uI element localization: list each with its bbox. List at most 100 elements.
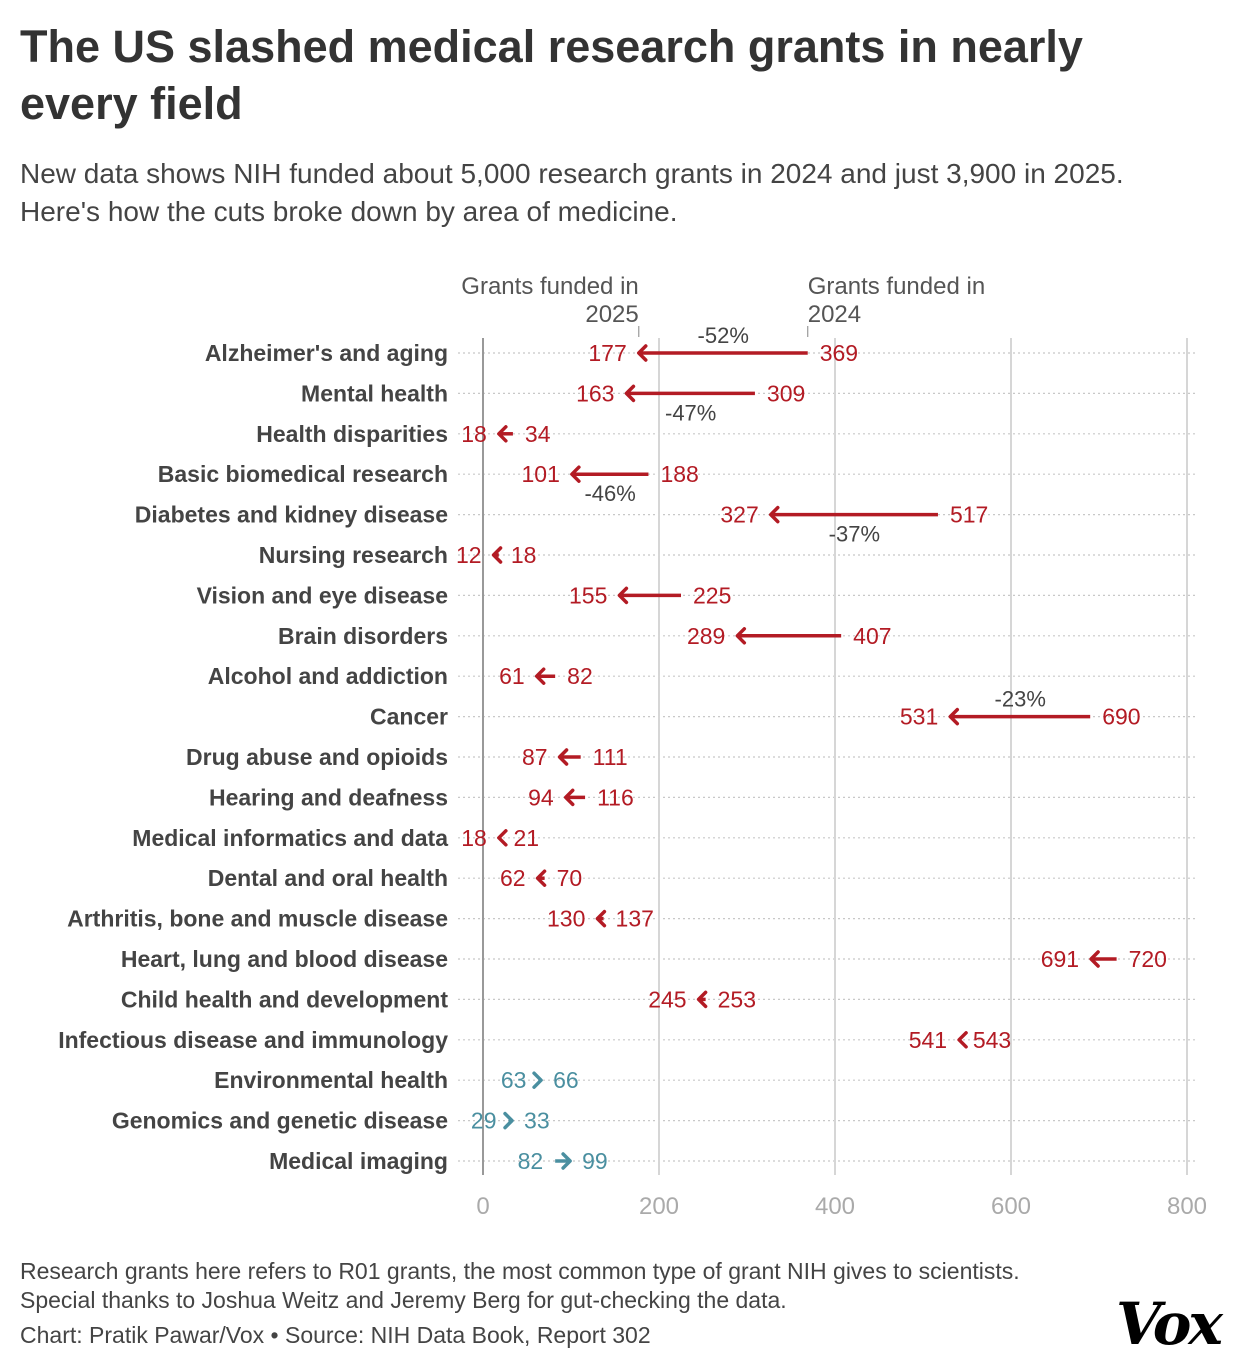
value-2025: 163 <box>576 380 614 406</box>
arrowhead-icon <box>735 627 747 645</box>
row-label: Alcohol and addiction <box>208 663 448 689</box>
value-2025: 33 <box>524 1108 550 1134</box>
value-2025: 94 <box>528 784 554 810</box>
row-label: Alzheimer's and aging <box>205 340 448 366</box>
row-label: Medical informatics and data <box>132 825 448 851</box>
arrowhead-icon <box>957 1031 968 1049</box>
chart-subtitle: New data shows NIH funded about 5,000 re… <box>20 158 1124 227</box>
annotation-2025-line1: Grants funded in <box>461 273 638 300</box>
arrowhead-icon <box>617 586 629 605</box>
chart-note: Research grants here refers to R01 grant… <box>20 1258 1020 1313</box>
value-2024: 517 <box>950 502 988 528</box>
arrowhead-icon <box>570 465 581 483</box>
arrowhead-icon <box>497 829 508 847</box>
value-2024: 70 <box>557 865 583 891</box>
x-tick-label: 800 <box>1167 1193 1207 1220</box>
annotation-2024-line2: 2024 <box>808 301 861 328</box>
value-2025: 101 <box>522 461 560 487</box>
row-label: Drug abuse and opioids <box>186 744 448 770</box>
row-label: Heart, lung and blood disease <box>121 946 448 972</box>
percent-change-label: -37% <box>829 522 880 547</box>
row-label: Hearing and deafness <box>209 784 448 810</box>
value-2025: 245 <box>648 986 686 1012</box>
percent-change-label: -46% <box>584 481 635 506</box>
value-2025: 155 <box>569 582 607 608</box>
value-2024: 63 <box>501 1067 527 1093</box>
value-2024: 116 <box>597 784 634 810</box>
value-2025: 87 <box>522 744 548 770</box>
value-2025: 18 <box>461 421 487 447</box>
value-2024: 34 <box>525 421 551 447</box>
value-2025: 62 <box>500 865 526 891</box>
arrowhead-icon <box>624 384 636 403</box>
x-tick-label: 400 <box>815 1193 855 1220</box>
value-2024: 137 <box>616 906 654 932</box>
value-2025: 289 <box>687 623 725 649</box>
value-2024: 543 <box>973 1027 1011 1053</box>
value-2024: 407 <box>853 623 891 649</box>
row-label: Health disparities <box>256 421 448 447</box>
value-2025: 99 <box>582 1148 608 1174</box>
value-2025: 66 <box>553 1067 579 1093</box>
vox-logo: Vox <box>1116 1290 1223 1358</box>
arrowhead-icon <box>497 425 508 443</box>
arrowhead-icon <box>595 909 607 928</box>
arrowhead-icon <box>561 1152 572 1170</box>
arrowhead-icon <box>491 546 503 564</box>
arrowhead-icon <box>696 990 708 1009</box>
row-label: Vision and eye disease <box>197 582 448 608</box>
value-2025: 177 <box>588 340 626 366</box>
value-2025: 18 <box>461 825 487 851</box>
arrowhead-icon <box>532 1071 543 1089</box>
row-label: Nursing research <box>259 542 448 568</box>
percent-change-label: -23% <box>995 687 1046 712</box>
value-2025: 531 <box>900 704 938 730</box>
arrowhead-icon <box>557 748 569 766</box>
value-2024: 21 <box>513 825 539 851</box>
arrowhead-icon <box>948 707 960 726</box>
value-2024: 369 <box>820 340 858 366</box>
value-2025: 130 <box>547 906 585 932</box>
annotation-2025-line2: 2025 <box>585 301 638 328</box>
value-2024: 111 <box>593 744 628 770</box>
arrowhead-icon <box>769 505 780 524</box>
percent-change-label: -47% <box>665 400 716 425</box>
value-2025: 12 <box>456 542 482 568</box>
arrowhead-icon <box>637 344 648 362</box>
percent-change-label: -52% <box>698 323 749 348</box>
value-2024: 188 <box>660 461 698 487</box>
arrowhead-icon <box>535 869 547 887</box>
x-tick-label: 200 <box>639 1193 679 1220</box>
row-label: Mental health <box>301 380 448 406</box>
arrowhead-icon <box>534 667 546 685</box>
value-2025: 691 <box>1041 946 1079 972</box>
value-2024: 225 <box>693 582 731 608</box>
value-2024: 82 <box>567 663 593 689</box>
value-2024: 18 <box>511 542 537 568</box>
value-2024: 82 <box>518 1148 544 1174</box>
row-label: Medical imaging <box>269 1148 448 1174</box>
row-label: Brain disorders <box>278 623 448 649</box>
arrowhead-icon <box>1089 950 1100 968</box>
x-tick-label: 600 <box>991 1193 1031 1220</box>
row-label: Child health and development <box>121 986 448 1012</box>
value-2024: 253 <box>718 986 756 1012</box>
arrowhead-icon <box>563 788 575 807</box>
value-2024: 29 <box>471 1108 497 1134</box>
value-2024: 690 <box>1102 704 1140 730</box>
row-label: Environmental health <box>214 1067 448 1093</box>
chart-credit: Chart: Pratik Pawar/Vox • Source: NIH Da… <box>20 1322 651 1348</box>
value-2025: 327 <box>720 502 758 528</box>
row-label: Arthritis, bone and muscle disease <box>67 906 448 932</box>
value-2024: 309 <box>767 380 805 406</box>
chart-title: The US slashed medical research grants i… <box>20 21 1083 129</box>
value-2024: 720 <box>1129 946 1167 972</box>
value-2025: 61 <box>499 663 525 689</box>
row-label: Basic biomedical research <box>158 461 448 487</box>
annotation-2024-line1: Grants funded in <box>808 273 985 300</box>
x-tick-label: 0 <box>476 1193 489 1220</box>
row-label: Diabetes and kidney disease <box>135 502 448 528</box>
value-2025: 541 <box>909 1027 947 1053</box>
